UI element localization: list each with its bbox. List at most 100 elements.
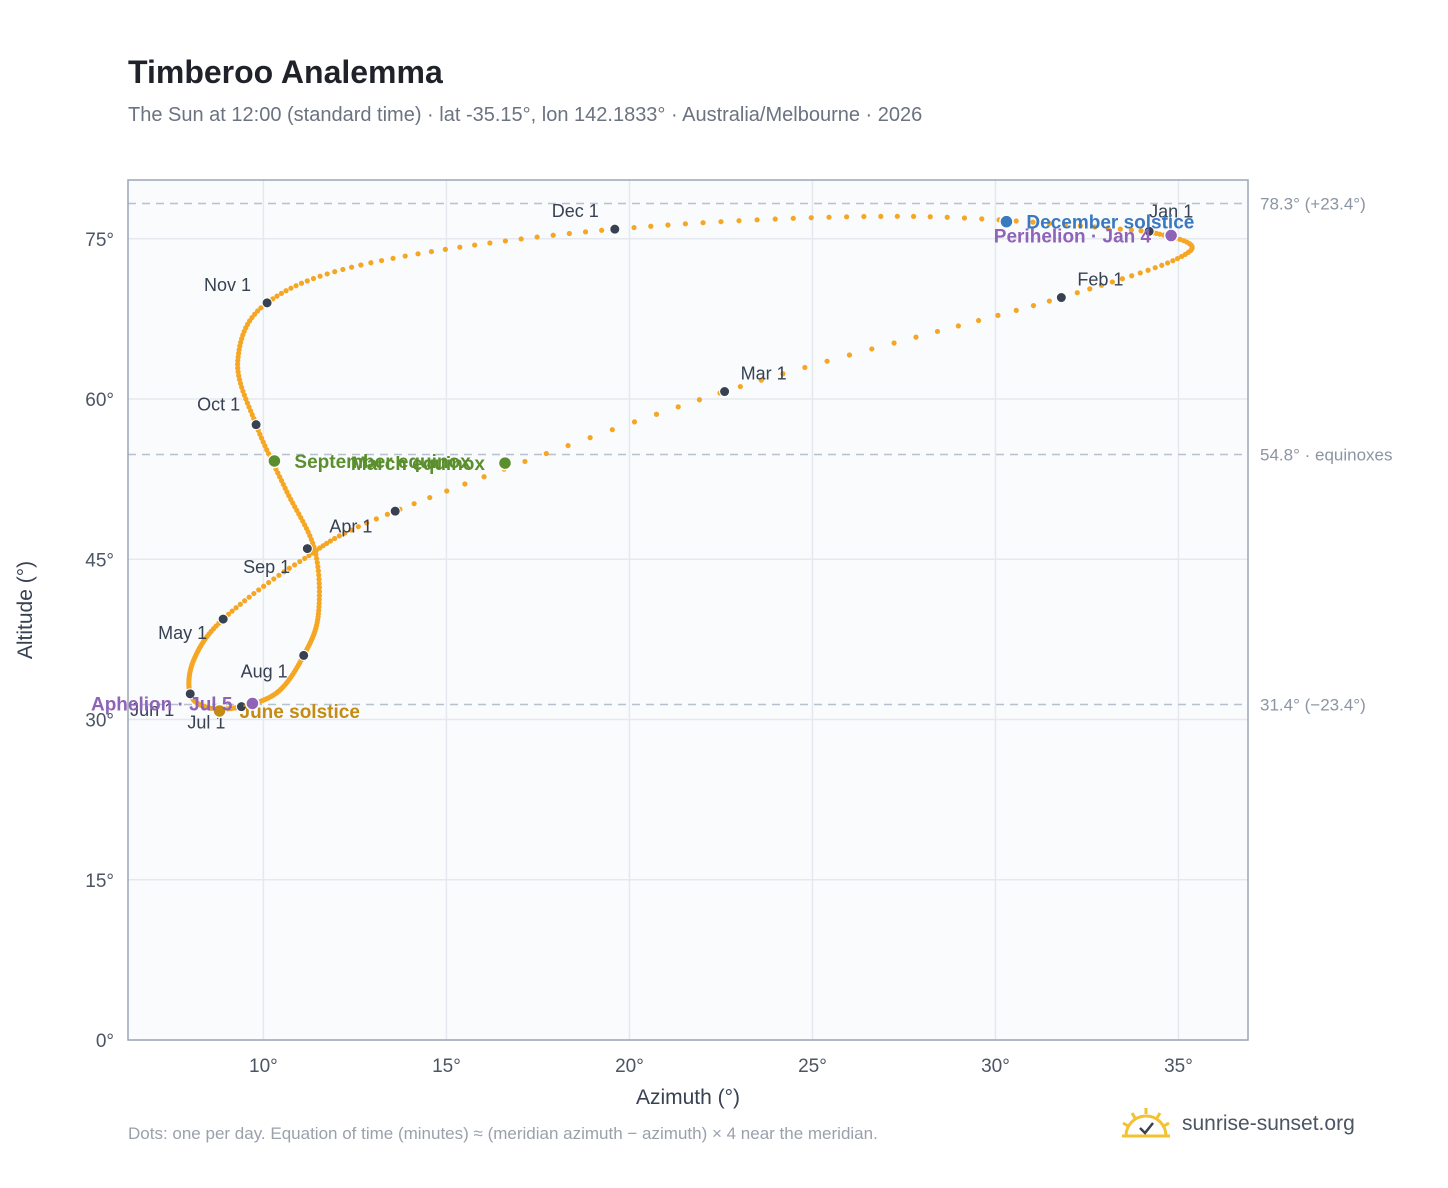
- daily-dot: [340, 266, 346, 273]
- daily-dot: [1179, 253, 1185, 260]
- daily-dot: [1119, 276, 1125, 282]
- daily-dot: [348, 264, 355, 270]
- month-dot: [1055, 292, 1067, 304]
- daily-dot: [316, 576, 322, 582]
- daily-dot: [665, 222, 671, 228]
- daily-dot: [316, 596, 322, 603]
- daily-dot: [373, 516, 379, 522]
- daily-dot: [1013, 307, 1019, 313]
- daily-dot: [316, 588, 323, 595]
- daily-dot: [861, 213, 867, 220]
- chart-subtitle: The Sun at 12:00 (standard time) · lat -…: [128, 104, 923, 126]
- daily-dot: [291, 562, 298, 568]
- daily-dot: [481, 474, 487, 480]
- daily-dot: [648, 223, 654, 229]
- month-dot: [1143, 225, 1155, 237]
- daily-dot: [358, 262, 364, 268]
- x-tick-label: 30°: [981, 1056, 1010, 1077]
- daily-dot: [934, 328, 941, 335]
- daily-dot: [543, 450, 549, 457]
- daily-dot: [472, 242, 478, 248]
- daily-dot: [297, 558, 303, 565]
- event-dot: [245, 696, 260, 711]
- brand[interactable]: sunrise-sunset.org: [1120, 1102, 1355, 1146]
- daily-dot: [415, 251, 421, 257]
- daily-dot: [314, 555, 320, 562]
- event-dot: [497, 455, 513, 471]
- y-axis-label: Altitude (°): [14, 561, 37, 659]
- daily-dot: [599, 227, 605, 233]
- month-label: Sep 1: [243, 557, 290, 577]
- month-dot: [719, 386, 731, 398]
- daily-dot: [266, 579, 272, 586]
- daily-dot: [631, 419, 638, 425]
- daily-dot: [293, 283, 299, 289]
- daily-dot: [332, 269, 338, 275]
- daily-dot: [306, 552, 312, 559]
- reference-lines: 78.3° (+23.4°) 54.8° · equinoxes 31.4° (−2…: [128, 195, 1393, 715]
- daily-dot: [1174, 255, 1181, 262]
- daily-dot: [316, 604, 322, 610]
- daily-dot: [913, 334, 919, 340]
- daily-dot: [298, 280, 305, 286]
- daily-dot: [275, 470, 281, 476]
- reference-line-label: 78.3° (+23.4°): [1260, 195, 1366, 214]
- month-label: Dec 1: [552, 201, 599, 221]
- daily-dot: [487, 240, 493, 246]
- daily-dot: [229, 608, 235, 614]
- daily-dot: [1074, 290, 1080, 296]
- daily-dot: [315, 568, 321, 574]
- plot-frame: [127, 179, 1249, 1041]
- daily-dot: [1109, 279, 1115, 285]
- daily-dot: [316, 580, 322, 586]
- reference-line-label: 54.8° · equinoxes: [1260, 446, 1393, 465]
- daily-dot: [313, 551, 319, 558]
- daily-dot: [251, 590, 257, 597]
- daily-dot: [348, 527, 354, 533]
- month-dot: [609, 223, 621, 235]
- daily-dot: [824, 358, 830, 364]
- daily-dot: [260, 439, 266, 445]
- daily-dot: [869, 346, 875, 352]
- month-dot: [261, 297, 273, 309]
- x-tick-label: 35°: [1164, 1056, 1193, 1077]
- daily-dot: [1117, 226, 1123, 232]
- daily-dot: [274, 293, 280, 299]
- month-label: Oct 1: [197, 395, 240, 415]
- daily-dot: [675, 404, 681, 410]
- daily-dot: [1046, 220, 1053, 226]
- event-dot: [267, 453, 282, 469]
- month-dot: [184, 688, 196, 700]
- daily-dot: [444, 488, 450, 494]
- month-dot: [217, 613, 229, 625]
- daily-dot: [1129, 273, 1135, 279]
- daily-dot: [428, 248, 435, 255]
- month-label: May 1: [158, 623, 207, 643]
- daily-dot: [462, 481, 468, 487]
- daily-dot: [894, 213, 900, 219]
- daily-dot: [502, 238, 508, 244]
- daily-dot: [1105, 225, 1111, 231]
- daily-dot: [631, 224, 637, 231]
- month-dot: [389, 505, 401, 517]
- daily-dot: [927, 214, 933, 220]
- daily-dot: [242, 598, 248, 604]
- daily-dot: [258, 305, 264, 311]
- daily-dot: [342, 530, 348, 536]
- daily-dot: [1145, 267, 1151, 273]
- y-tick-label: 75°: [85, 230, 114, 251]
- daily-dot: [262, 443, 268, 449]
- daily-dot: [826, 214, 832, 220]
- daily-dot: [808, 215, 814, 221]
- y-tick-label: 45°: [85, 550, 114, 571]
- y-tick-label: 30°: [85, 711, 114, 732]
- daily-dot: [1138, 228, 1144, 234]
- daily-dot: [1087, 286, 1093, 292]
- daily-dot: [696, 397, 703, 403]
- daily-dot: [288, 285, 294, 291]
- y-tick-label: 15°: [85, 871, 114, 892]
- daily-dot: [790, 215, 796, 221]
- month-label: Feb 1: [1077, 270, 1123, 290]
- daily-dot: [378, 257, 385, 264]
